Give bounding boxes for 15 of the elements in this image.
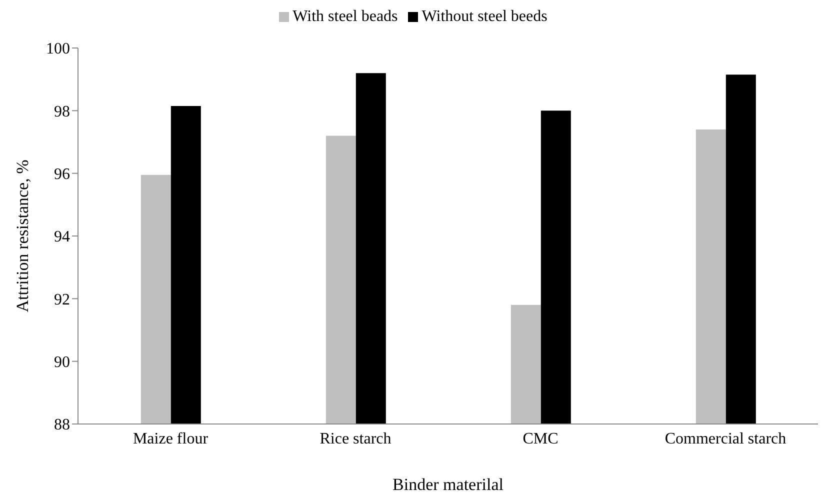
y-tick-label: 94 bbox=[54, 228, 70, 246]
x-tick-label: Commercial starch bbox=[664, 430, 786, 448]
legend-label: Without steel beeds bbox=[422, 8, 548, 25]
y-tick-label: 88 bbox=[54, 416, 70, 434]
x-tick-label: Maize flour bbox=[132, 430, 209, 448]
y-tick-label: 92 bbox=[54, 291, 70, 308]
y-tick-label: 96 bbox=[54, 166, 70, 184]
y-axis-title: Attrition resistance, % bbox=[13, 160, 32, 312]
legend-label: With steel beads bbox=[292, 8, 398, 25]
y-tick-label: 98 bbox=[54, 103, 70, 120]
x-axis-title: Binder materilal bbox=[392, 475, 504, 494]
y-tick-label: 90 bbox=[54, 354, 70, 372]
y-tick-label: 100 bbox=[46, 40, 70, 58]
x-tick-label: CMC bbox=[522, 430, 558, 448]
x-tick-label: Rice starch bbox=[320, 430, 392, 448]
